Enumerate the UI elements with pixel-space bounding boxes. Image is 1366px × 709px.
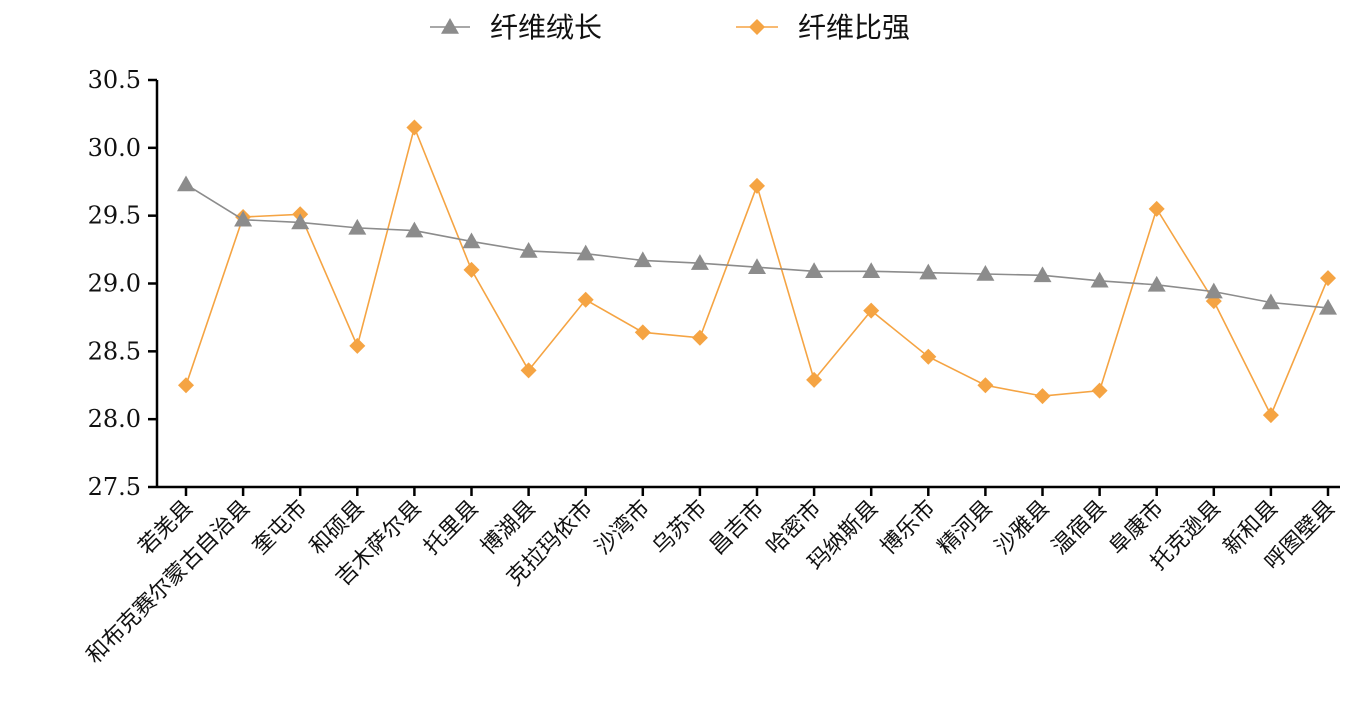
data-point-diamond (1034, 388, 1051, 405)
data-point-diamond (863, 302, 880, 319)
legend: 纤维绒长 纤维比强 (430, 11, 910, 44)
y-tick-label: 29.5 (88, 202, 141, 230)
x-tick-label: 精河县 (933, 496, 997, 560)
y-tick-label: 30.5 (88, 66, 141, 94)
data-point-diamond (1262, 407, 1279, 424)
data-point-triangle (405, 221, 424, 238)
legend-item-0: 纤维绒长 (430, 11, 602, 44)
series-0 (177, 175, 1337, 315)
y-tick-label: 27.5 (88, 473, 141, 501)
y-tick-label: 28.5 (88, 337, 141, 365)
data-point-triangle (519, 241, 538, 258)
x-tick-label: 博乐市 (876, 496, 940, 560)
data-point-triangle (862, 262, 881, 279)
x-tick-label: 乌苏市 (648, 496, 712, 560)
data-point-triangle (1147, 275, 1166, 292)
legend-item-1: 纤维比强 (736, 11, 910, 44)
legend-label: 纤维绒长 (490, 11, 602, 44)
data-point-triangle (1204, 282, 1223, 299)
data-point-diamond (1091, 382, 1108, 399)
legend-label: 纤维比强 (798, 11, 910, 44)
axes: 27.528.028.529.029.530.030.5若羌县和布克赛尔蒙古自治… (82, 66, 1340, 669)
data-point-diamond (977, 377, 994, 394)
data-point-diamond (634, 324, 651, 341)
legend-triangle-marker (441, 18, 459, 34)
data-point-triangle (234, 210, 253, 227)
data-point-diamond (691, 329, 708, 346)
x-tick-label: 奎屯市 (248, 496, 312, 560)
data-point-triangle (1033, 266, 1052, 283)
y-tick-label: 28.0 (88, 405, 141, 433)
data-point-diamond (520, 362, 537, 379)
data-point-triangle (976, 265, 995, 281)
y-tick-label: 29.0 (88, 270, 141, 298)
data-point-triangle (805, 262, 824, 279)
data-point-diamond (1320, 270, 1336, 287)
data-point-triangle (1261, 293, 1280, 310)
x-tick-label: 温宿县 (1047, 496, 1111, 560)
y-tick-label: 30.0 (88, 134, 141, 162)
data-point-triangle (462, 232, 481, 249)
data-point-diamond (920, 348, 937, 365)
data-point-diamond (349, 337, 366, 354)
x-tick-label: 昌吉市 (705, 496, 769, 560)
data-point-triangle (1319, 298, 1337, 315)
data-point-diamond (463, 261, 480, 278)
data-point-triangle (633, 251, 652, 268)
series-layer (177, 119, 1337, 424)
data-point-diamond (178, 377, 194, 394)
legend-diamond-marker (749, 19, 765, 35)
data-point-diamond (749, 177, 765, 194)
data-point-diamond (806, 371, 823, 388)
x-tick-label: 托里县 (419, 496, 483, 560)
data-point-triangle (919, 263, 938, 280)
data-point-diamond (577, 291, 594, 308)
data-point-triangle (348, 218, 367, 235)
data-point-triangle (291, 213, 310, 230)
data-point-triangle (1090, 271, 1109, 288)
x-tick-label: 沙湾市 (591, 496, 655, 560)
data-point-triangle (690, 254, 709, 270)
data-point-triangle (177, 175, 195, 192)
data-point-diamond (1148, 200, 1165, 217)
x-tick-label: 沙雅县 (990, 496, 1054, 560)
series-1 (178, 119, 1336, 424)
data-point-triangle (576, 244, 595, 261)
data-point-triangle (748, 258, 766, 274)
data-point-diamond (406, 119, 423, 136)
